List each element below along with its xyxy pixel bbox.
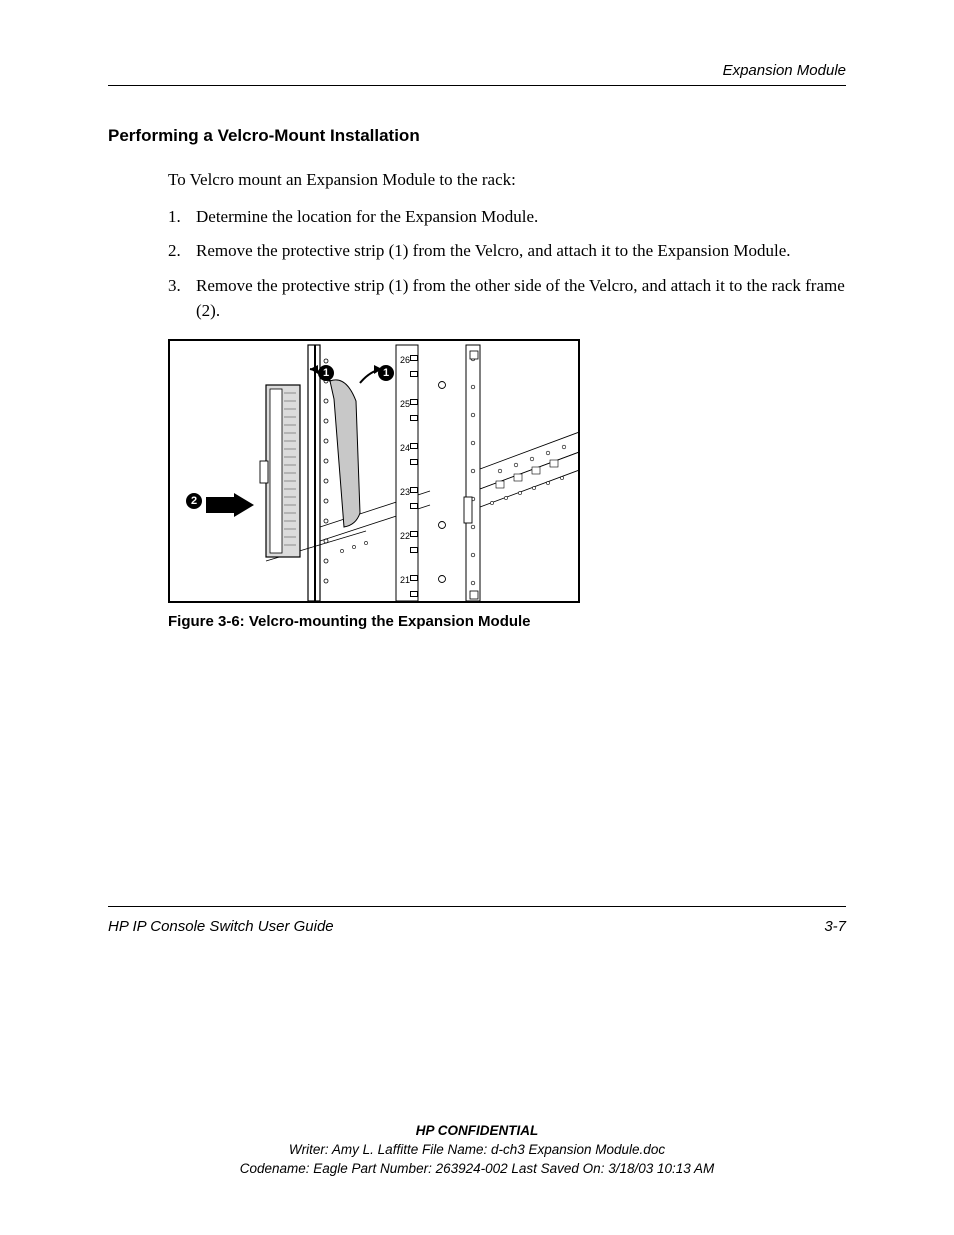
rack-u-tick [410, 371, 418, 377]
figure-caption: Figure 3-6: Velcro-mounting the Expansio… [168, 613, 846, 630]
top-rule [108, 85, 846, 86]
rack-u-tick [410, 459, 418, 465]
footer-line: HP IP Console Switch User Guide 3-7 [108, 918, 846, 935]
confidential-block: HP CONFIDENTIAL Writer: Amy L. Laffitte … [0, 1122, 954, 1179]
intro-text: To Velcro mount an Expansion Module to t… [168, 168, 846, 193]
rack-u-tick [410, 591, 418, 597]
step-item: Remove the protective strip (1) from the… [168, 274, 846, 323]
rack-u-tick [410, 415, 418, 421]
step-item: Determine the location for the Expansion… [168, 205, 846, 230]
rack-u-tick [410, 487, 418, 493]
writer-line: Writer: Amy L. Laffitte File Name: d-ch3… [0, 1141, 954, 1160]
figure-svg [170, 341, 580, 603]
rack-u-tick [410, 503, 418, 509]
rack-u-label: 22 [400, 531, 410, 541]
guide-title: HP IP Console Switch User Guide [108, 918, 334, 935]
rack-u-label: 26 [400, 355, 410, 365]
running-head: Expansion Module [108, 62, 846, 79]
bottom-rule [108, 906, 846, 907]
rack-u-tick [410, 399, 418, 405]
page-number: 3-7 [824, 918, 846, 935]
rack-u-tick [410, 443, 418, 449]
confidential-label: HP CONFIDENTIAL [0, 1122, 954, 1141]
codename-line: Codename: Eagle Part Number: 263924-002 … [0, 1160, 954, 1179]
section-heading: Performing a Velcro-Mount Installation [108, 126, 846, 146]
rack-u-tick [410, 531, 418, 537]
rack-u-tick [410, 575, 418, 581]
rack-u-label: 24 [400, 443, 410, 453]
steps-list: Determine the location for the Expansion… [168, 205, 846, 324]
step-item: Remove the protective strip (1) from the… [168, 239, 846, 264]
page: Expansion Module Performing a Velcro-Mou… [0, 0, 954, 1235]
rack-u-label: 25 [400, 399, 410, 409]
rack-u-tick [410, 547, 418, 553]
rack-u-tick [410, 355, 418, 361]
rack-u-label: 23 [400, 487, 410, 497]
rack-u-label: 21 [400, 575, 410, 585]
arrow-icon [194, 493, 254, 517]
figure-3-6: 1 1 2 26 25 24 23 22 21 [168, 339, 580, 603]
